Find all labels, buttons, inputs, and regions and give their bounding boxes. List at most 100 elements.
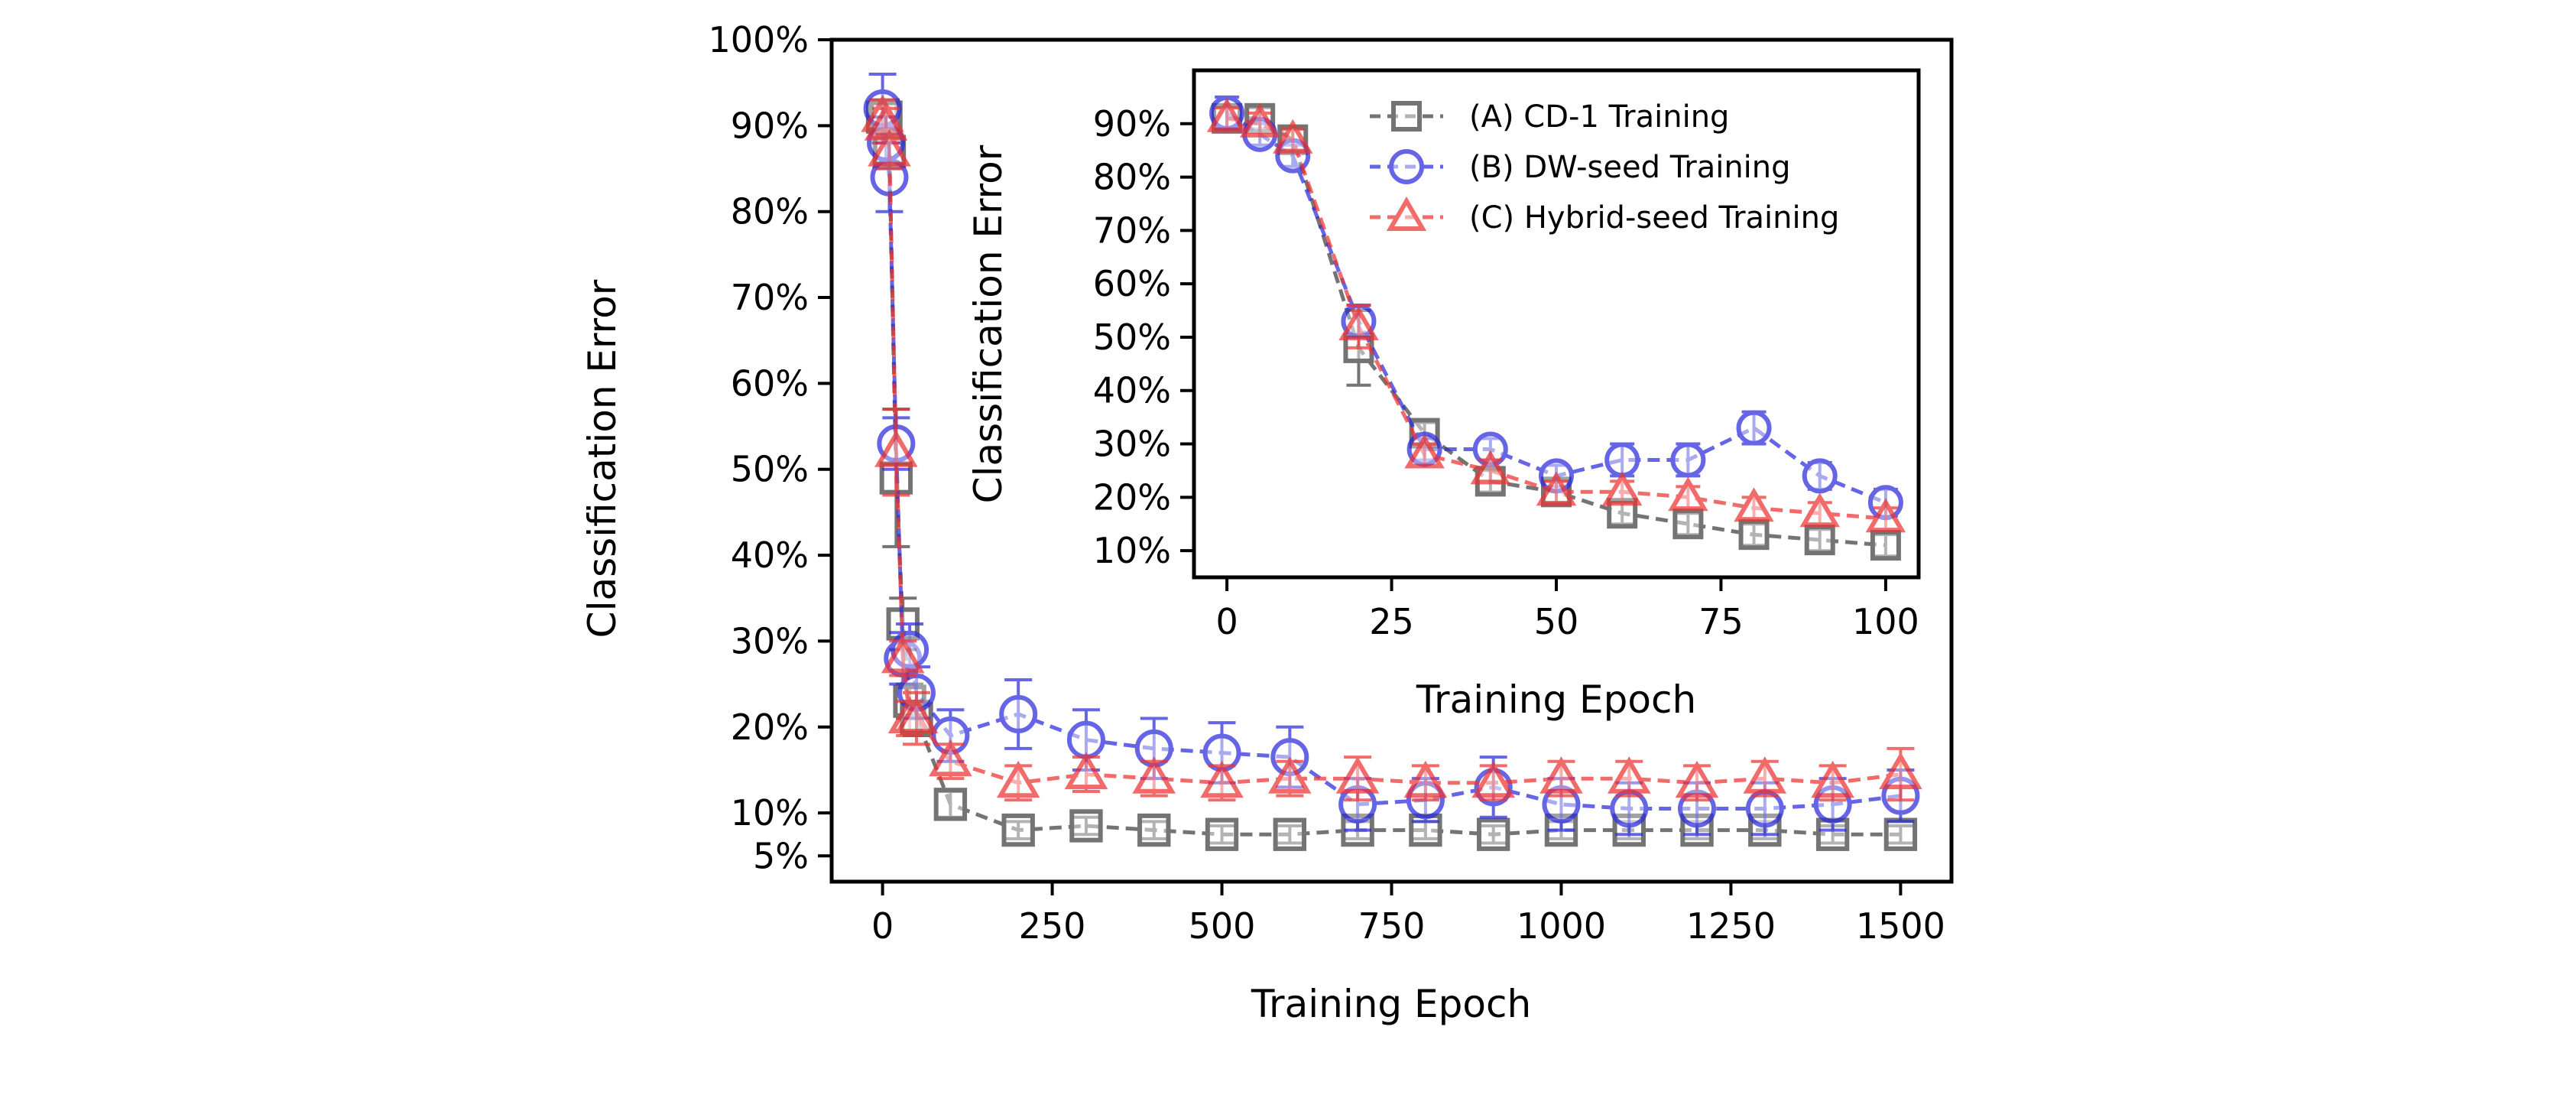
- main-series-line: [881, 116, 1901, 785]
- inset-y-tick-label: 30%: [1093, 424, 1171, 465]
- main-y-tick-label: 50%: [731, 449, 809, 490]
- main-chart-panel: 5%10%20%30%40%50%60%70%80%90%100%0 250 500…: [580, 19, 1954, 1026]
- inset-x-tick-label: 25: [1369, 601, 1414, 642]
- inset-y-tick-label: 90%: [1093, 103, 1171, 145]
- main-point-triangle: [1132, 756, 1176, 794]
- main-x-tick-label: 250: [1019, 905, 1086, 947]
- main-x-tick-label: 1250: [1686, 905, 1776, 947]
- main-series-line: [882, 115, 1901, 837]
- legend-square-marker: [1391, 101, 1422, 132]
- inset-point-triangle: [1734, 487, 1774, 522]
- inset-point-square: [1804, 525, 1835, 556]
- inset-x-tick-label: 0: [1215, 601, 1238, 642]
- main-point-triangle: [894, 696, 939, 733]
- main-point-triangle: [881, 635, 925, 674]
- inset-point-triangle: [1601, 471, 1643, 506]
- main-point-triangle: [1200, 760, 1244, 798]
- inset-point-triangle: [1536, 471, 1577, 506]
- main-point-square: [1883, 817, 1918, 851]
- inset-x-tick-label: 75: [1698, 601, 1744, 642]
- inset-point-triangle: [1404, 434, 1445, 469]
- main-point-square: [1137, 813, 1171, 847]
- main-y-tick-label: 90%: [731, 105, 809, 146]
- main-y-tick-label: 20%: [731, 707, 809, 748]
- inset-point-triangle: [1273, 119, 1313, 154]
- main-x-tick-label: 1500: [1856, 905, 1945, 947]
- main-point-triangle: [1607, 756, 1651, 794]
- main-point-square: [1205, 817, 1239, 851]
- main-point-circle: [999, 694, 1038, 733]
- main-y-tick-label: 60%: [731, 362, 809, 404]
- main-y-tick-label: 100%: [708, 19, 809, 60]
- main-x-tick-label: 1000: [1517, 905, 1606, 947]
- inset-series-line: [1225, 111, 1887, 505]
- inset-point-triangle: [1799, 492, 1840, 528]
- inset-y-tick-label: 80%: [1093, 157, 1171, 198]
- main-point-square: [1476, 817, 1510, 851]
- main-point-triangle: [1403, 760, 1448, 798]
- legend-triangle-marker: [1386, 197, 1427, 231]
- main-series-triangle: [861, 95, 1922, 802]
- inset-y-tick-label: 40%: [1093, 370, 1171, 411]
- main-y-tick-label: 5%: [753, 835, 809, 876]
- main-point-circle: [1066, 720, 1105, 759]
- main-x-tick-label: 750: [1358, 905, 1426, 947]
- main-point-triangle: [1064, 752, 1108, 790]
- legend-label: (A) CD-1 Training: [1469, 99, 1729, 135]
- main-point-square: [933, 788, 968, 821]
- main-point-triangle: [1471, 760, 1516, 798]
- main-point-triangle: [929, 739, 972, 777]
- inset-y-tick-label: 60%: [1093, 263, 1171, 304]
- main-point-triangle: [1267, 756, 1312, 794]
- inset-point-triangle: [1338, 306, 1379, 340]
- main-point-triangle: [1539, 756, 1583, 794]
- main-point-square: [1069, 809, 1103, 843]
- main-y-tick-label: 10%: [731, 792, 809, 833]
- inset-point-square: [1870, 530, 1901, 561]
- main-point-square: [1001, 813, 1035, 847]
- inset-x-tick-label: 100: [1852, 601, 1919, 642]
- legend-label: (B) DW-seed Training: [1469, 150, 1791, 185]
- legend-circle-marker: [1389, 149, 1424, 184]
- main-point-triangle: [1675, 760, 1719, 798]
- main-point-triangle: [1811, 760, 1854, 798]
- inset-point-circle: [1604, 442, 1640, 478]
- inset-series-triangle: [1206, 97, 1906, 533]
- main-point-triangle: [874, 430, 918, 467]
- main-x-axis-title: Training Epoch: [1251, 982, 1531, 1026]
- main-plot-frame: [829, 37, 1954, 884]
- main-x-tick-label: 0: [871, 905, 894, 947]
- inset-y-tick-label: 10%: [1093, 530, 1171, 571]
- inset-y-axis-title: Classification Error: [966, 145, 1011, 503]
- inset-point-square: [1738, 519, 1770, 551]
- main-point-triangle: [1335, 756, 1380, 794]
- main-x-tick-label: 500: [1189, 905, 1256, 947]
- main-y-tick-label: 70%: [731, 277, 809, 318]
- main-point-triangle: [1743, 756, 1787, 794]
- inset-point-triangle: [1470, 450, 1511, 485]
- inset-x-axis-title: Training Epoch: [1416, 677, 1696, 722]
- inset-x-tick-label: 50: [1534, 601, 1579, 642]
- main-y-tick-label: 40%: [731, 535, 809, 576]
- legend-entry-circle-symbol: [1370, 149, 1443, 184]
- main-point-square: [1273, 817, 1307, 851]
- legend: (A) CD-1 Training (B) DW-seed Training (C)…: [1370, 99, 1839, 236]
- main-point-triangle: [868, 129, 911, 167]
- inset-y-tick-label: 70%: [1093, 210, 1171, 251]
- legend-label: (C) Hybrid-seed Training: [1469, 200, 1839, 236]
- main-point-triangle: [996, 760, 1040, 798]
- inset-y-tick-label: 20%: [1093, 476, 1171, 518]
- legend-entry-triangle-symbol: [1370, 197, 1443, 231]
- main-y-axis-title: Classification Error: [580, 279, 625, 638]
- inset-point-circle: [1802, 458, 1838, 494]
- inset-plot-frame: [1192, 68, 1921, 580]
- inset-y-tick-label: 50%: [1093, 317, 1171, 358]
- inset-point-triangle: [1206, 97, 1247, 132]
- inset-point-triangle: [1239, 102, 1280, 138]
- main-point-triangle: [1879, 752, 1922, 790]
- main-series-line: [881, 108, 1901, 811]
- inset-point-triangle: [1865, 498, 1906, 533]
- main-y-tick-label: 30%: [731, 620, 809, 661]
